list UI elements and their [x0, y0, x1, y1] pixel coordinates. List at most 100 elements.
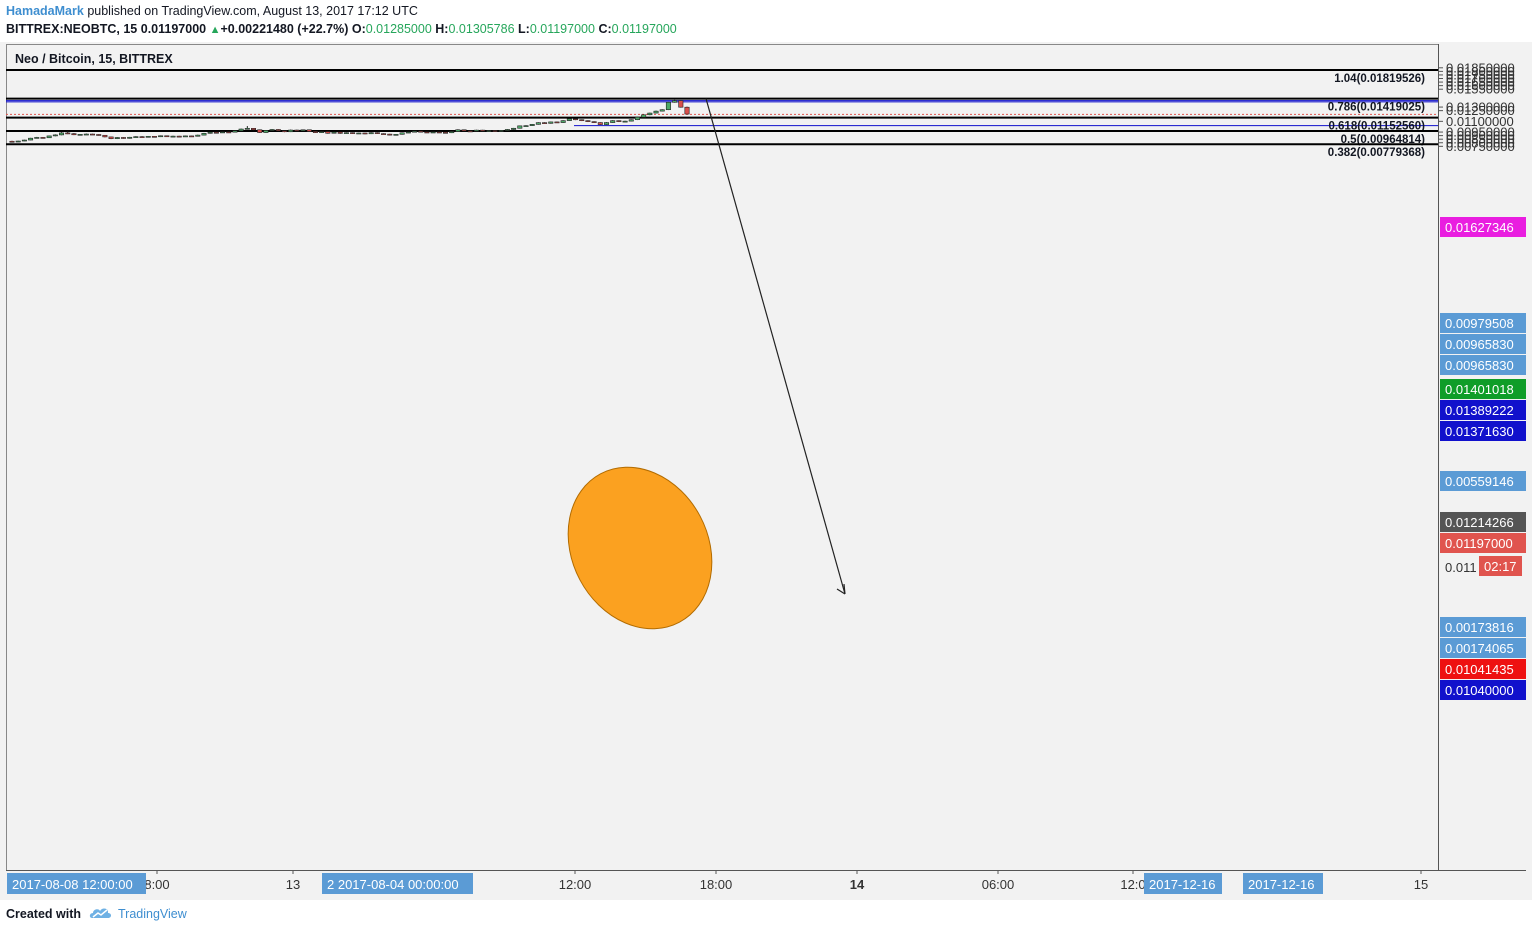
candle-body — [90, 133, 96, 136]
price-tick-label: 0.00800000 — [1446, 135, 1515, 150]
candle-body — [492, 130, 498, 132]
tradingview-brand-link[interactable]: TradingView — [118, 907, 187, 921]
candle-body — [603, 122, 609, 125]
candle-body — [238, 128, 244, 132]
candle-body — [585, 120, 591, 122]
candle-body — [220, 131, 226, 134]
candle-body — [71, 133, 77, 136]
price-tick-label: 0.01650000 — [1446, 75, 1515, 90]
footer — [0, 900, 1532, 932]
price-badge-label: 0.00965830 — [1445, 358, 1514, 373]
time-scale[interactable] — [6, 870, 1526, 895]
price-badge-label: 0.00979508 — [1445, 316, 1514, 331]
candle-body — [634, 116, 640, 121]
published-text: published on TradingView.com, August 13,… — [87, 4, 418, 18]
price-badge-bg — [1440, 313, 1526, 333]
price-tick-label: 0.01600000 — [1446, 78, 1515, 93]
high-label: H: — [435, 22, 449, 36]
candle-body — [300, 129, 306, 132]
candle-body — [46, 135, 52, 139]
candle-body — [207, 131, 213, 134]
price-badge-bg — [1440, 617, 1526, 637]
candle-body — [486, 130, 492, 132]
close-value: 0.01197000 — [611, 22, 677, 36]
candle-body — [504, 129, 510, 131]
time-range-badge-label: 2017-08-08 12:00:00 — [12, 877, 133, 892]
open-label: O: — [351, 22, 366, 36]
price-badge-bg — [1440, 680, 1526, 700]
trend-arrow-head — [836, 583, 846, 595]
candle-body — [442, 132, 448, 134]
candle-body — [548, 121, 554, 124]
candle-body — [647, 112, 653, 116]
publish-header: HamadaMark published on TradingView.com,… — [0, 0, 1532, 42]
close-label: C: — [598, 22, 612, 36]
candle-body — [158, 135, 164, 138]
price-badge-label: 0.01041435 — [1445, 662, 1514, 677]
candle-body — [473, 129, 479, 132]
candle-body — [127, 136, 133, 139]
time-tick-label: 14 — [850, 877, 865, 892]
price-badge-bg — [1440, 400, 1526, 420]
candle-body — [554, 121, 560, 124]
candle-body — [28, 137, 34, 141]
price-tick-label: 0.00750000 — [1446, 139, 1515, 154]
price-tick-label: 0.01550000 — [1446, 82, 1515, 97]
price-badge-label: 0.00174065 — [1445, 641, 1514, 656]
candle-body — [281, 130, 287, 133]
price-badge-label: 0.00965830 — [1445, 337, 1514, 352]
high-value: 0.01305786 — [448, 22, 515, 36]
time-tick-label: 12:0 — [1120, 877, 1145, 892]
candle-body — [145, 136, 151, 138]
price-badge-label: 0.01214266 — [1445, 515, 1514, 530]
price-tick-label: 0.00950000 — [1446, 125, 1515, 140]
highlight-ellipse — [567, 466, 713, 630]
price-badge-label: 0.01627346 — [1445, 220, 1514, 235]
price-tick-label: 0.01250000 — [1446, 103, 1515, 118]
candle-body — [251, 128, 257, 131]
candle-body — [368, 132, 374, 135]
price-badge-bg — [1440, 355, 1526, 375]
chart-pane[interactable] — [6, 44, 1439, 871]
price-badge-label: 0.00173816 — [1445, 620, 1514, 635]
candle-body — [659, 109, 665, 112]
created-with-text: Created with — [6, 907, 82, 921]
low-label: L: — [518, 22, 530, 36]
candle-body — [164, 135, 170, 138]
fib-level-label-1: 0.786(0.01419025) — [1328, 102, 1425, 114]
candle-body — [232, 130, 238, 133]
candle-body — [362, 132, 368, 135]
candle-body — [331, 131, 337, 134]
price-badge-bg — [1440, 659, 1526, 679]
candle-body — [684, 106, 690, 115]
tradingview-cloud-icon[interactable] — [88, 905, 112, 921]
candle-body — [114, 137, 120, 139]
candle-body — [52, 134, 58, 137]
candle-body — [430, 131, 436, 134]
time-range-badge-label: 2017-12-16 — [1248, 877, 1315, 892]
change-up-icon: ▲ — [209, 24, 221, 36]
price-scale[interactable] — [1438, 44, 1527, 870]
candle-body — [176, 135, 182, 138]
candle-body — [418, 130, 424, 133]
price-change: +0.00221480 (+22.7%) — [220, 22, 349, 36]
candle-body — [319, 131, 325, 133]
candle-body — [678, 100, 684, 108]
candle-body — [337, 131, 343, 134]
candle-body — [96, 134, 102, 136]
candle-body — [312, 131, 318, 133]
candle-body — [665, 101, 671, 111]
candle-body — [102, 134, 108, 138]
price-badge-label: 02:17 — [1484, 559, 1517, 574]
author-link[interactable]: HamadaMark — [6, 4, 84, 18]
candle-body — [467, 130, 473, 133]
time-tick-label: 15 — [1414, 877, 1428, 892]
candle-body — [40, 137, 46, 139]
candle-body — [343, 132, 349, 134]
candle-body — [455, 129, 461, 132]
candle-body — [59, 132, 65, 136]
price-tick-label: 0.01100000 — [1446, 114, 1514, 129]
candle-body — [597, 122, 603, 125]
price-badge-bg — [1440, 379, 1526, 399]
